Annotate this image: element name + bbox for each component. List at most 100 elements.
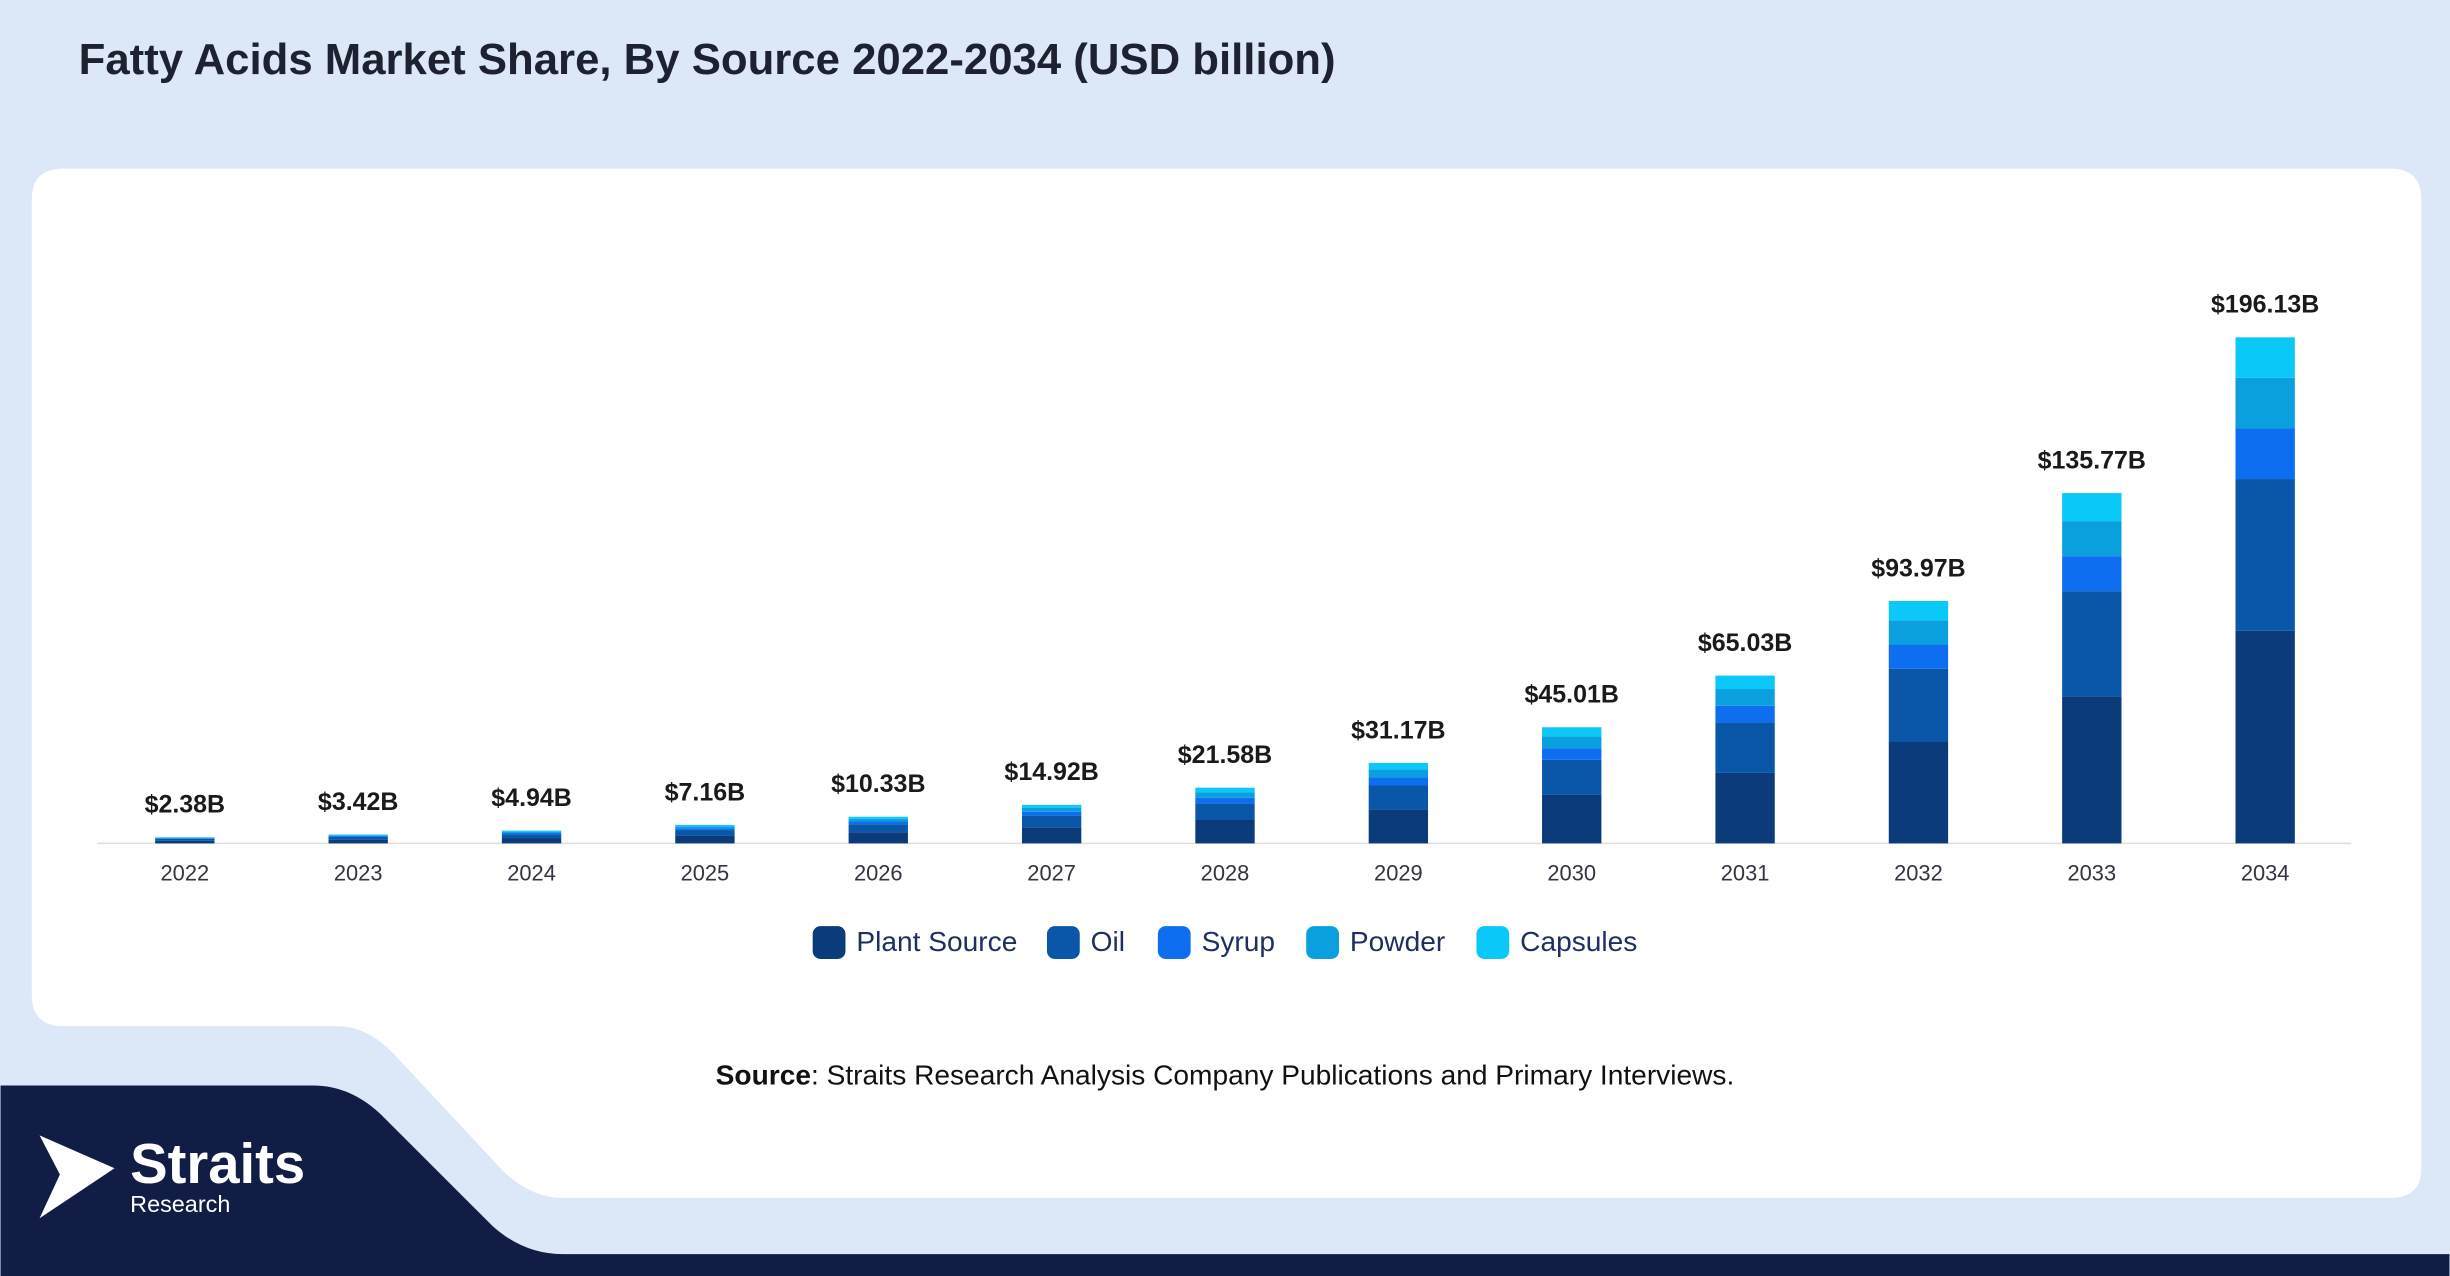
x-tick-label: 2026: [854, 860, 903, 885]
bar-segment: [155, 837, 215, 839]
bar-segment: [1195, 820, 1255, 844]
bar-segment: [1021, 804, 1082, 808]
bar-segment: [328, 835, 388, 837]
x-tick-label: 2033: [2067, 860, 2116, 885]
bar-segment: [1368, 762, 1429, 770]
x-tick-label: 2024: [507, 860, 556, 885]
x-tick-label: 2030: [1547, 860, 1596, 885]
bar-segment: [1195, 803, 1255, 821]
x-tick-label: 2025: [681, 860, 730, 885]
bar-segment: [1888, 620, 1949, 645]
bar-segment: [848, 832, 908, 844]
bar-segment: [1368, 809, 1429, 844]
total-label: $45.01B: [1525, 681, 1619, 709]
bar-segment: [1715, 722, 1775, 773]
total-label: $65.03B: [1698, 629, 1792, 657]
bar-segment: [501, 831, 562, 833]
bar-segment: [2235, 479, 2295, 631]
total-label: $196.13B: [2211, 291, 2319, 319]
bar-segment: [675, 830, 735, 836]
bar-segment: [328, 839, 388, 844]
bar-segment: [1368, 777, 1429, 786]
bar-segment: [1195, 792, 1255, 798]
x-tick-label: 2032: [1894, 860, 1943, 885]
bar-segment: [2062, 556, 2122, 592]
bar-segment: [2062, 493, 2122, 522]
legend-label: Capsules: [1520, 926, 1637, 957]
bar-segment: [1715, 772, 1775, 844]
bar-segment: [848, 816, 908, 819]
bar-segment: [675, 828, 735, 831]
bar-segment: [1542, 736, 1602, 749]
bar-segment: [1715, 689, 1775, 706]
source-note: Source: Straits Research Analysis Compan…: [716, 1060, 1735, 1091]
x-tick-label: 2028: [1201, 860, 1250, 885]
bar-segment: [848, 821, 908, 825]
total-label: $93.97B: [1871, 554, 1965, 582]
bar-segment: [2235, 428, 2295, 480]
total-label: $31.17B: [1351, 716, 1445, 744]
bar-segment: [328, 837, 388, 840]
x-tick-label: 2034: [2241, 860, 2290, 885]
bar-segment: [1021, 815, 1082, 828]
legend-label: Syrup: [1202, 926, 1275, 957]
bar-segment: [2235, 377, 2295, 429]
bar-segment: [1542, 759, 1602, 795]
bar-segment: [155, 838, 215, 841]
bar-segment: [675, 826, 735, 829]
total-label: $135.77B: [2038, 446, 2146, 474]
legend-swatch: [812, 926, 846, 959]
bar-segment: [1542, 794, 1602, 844]
x-tick-label: 2027: [1027, 860, 1076, 885]
x-tick-label: 2023: [334, 860, 383, 885]
bar-segment: [1888, 600, 1949, 621]
bar-segment: [155, 840, 215, 844]
bar-segment: [1542, 727, 1602, 737]
bar-segment: [2062, 521, 2122, 557]
legend-swatch: [1046, 926, 1080, 959]
bar-segment: [675, 835, 735, 844]
bar-segment: [2235, 337, 2295, 378]
bar-segment: [501, 832, 562, 835]
bar-segment: [501, 838, 562, 844]
logo-name: Straits: [130, 1132, 305, 1195]
bar-segment: [1715, 705, 1775, 723]
bar-segment: [1888, 644, 1949, 669]
bar-segment: [1021, 811, 1082, 816]
bar-segment: [1021, 827, 1082, 844]
total-label: $3.42B: [318, 788, 399, 816]
bar-segment: [2062, 591, 2122, 697]
bar-segment: [155, 838, 215, 839]
x-tick-label: 2031: [1721, 860, 1770, 885]
bar-segment: [2235, 630, 2295, 844]
logo-sub: Research: [130, 1191, 230, 1217]
total-label: $2.38B: [145, 791, 226, 819]
total-label: $21.58B: [1178, 741, 1272, 769]
total-label: $4.94B: [491, 784, 572, 812]
bar-segment: [1888, 668, 1949, 742]
bar-segment: [1542, 748, 1602, 760]
total-label: $14.92B: [1004, 758, 1098, 786]
legend-swatch: [1476, 926, 1510, 959]
bar-segment: [1195, 787, 1255, 793]
legend-swatch: [1157, 926, 1191, 959]
bar-segment: [1368, 769, 1429, 778]
bar-segment: [848, 824, 908, 833]
source-text: : Straits Research Analysis Company Publ…: [811, 1060, 1734, 1091]
bar-segment: [1368, 785, 1429, 810]
bar-segment: [328, 836, 388, 838]
total-label: $10.33B: [831, 770, 925, 798]
bar-segment: [1888, 741, 1949, 844]
bar-segment: [848, 818, 908, 822]
bar-segment: [1715, 675, 1775, 690]
footer-band: [0, 1085, 2450, 1276]
bar-segment: [675, 824, 735, 827]
bar-segment: [328, 834, 388, 836]
legend-label: Oil: [1091, 926, 1125, 957]
legend-label: Plant Source: [856, 926, 1017, 957]
legend-label: Powder: [1350, 926, 1445, 957]
x-tick-label: 2029: [1374, 860, 1423, 885]
x-tick-label: 2022: [161, 860, 210, 885]
